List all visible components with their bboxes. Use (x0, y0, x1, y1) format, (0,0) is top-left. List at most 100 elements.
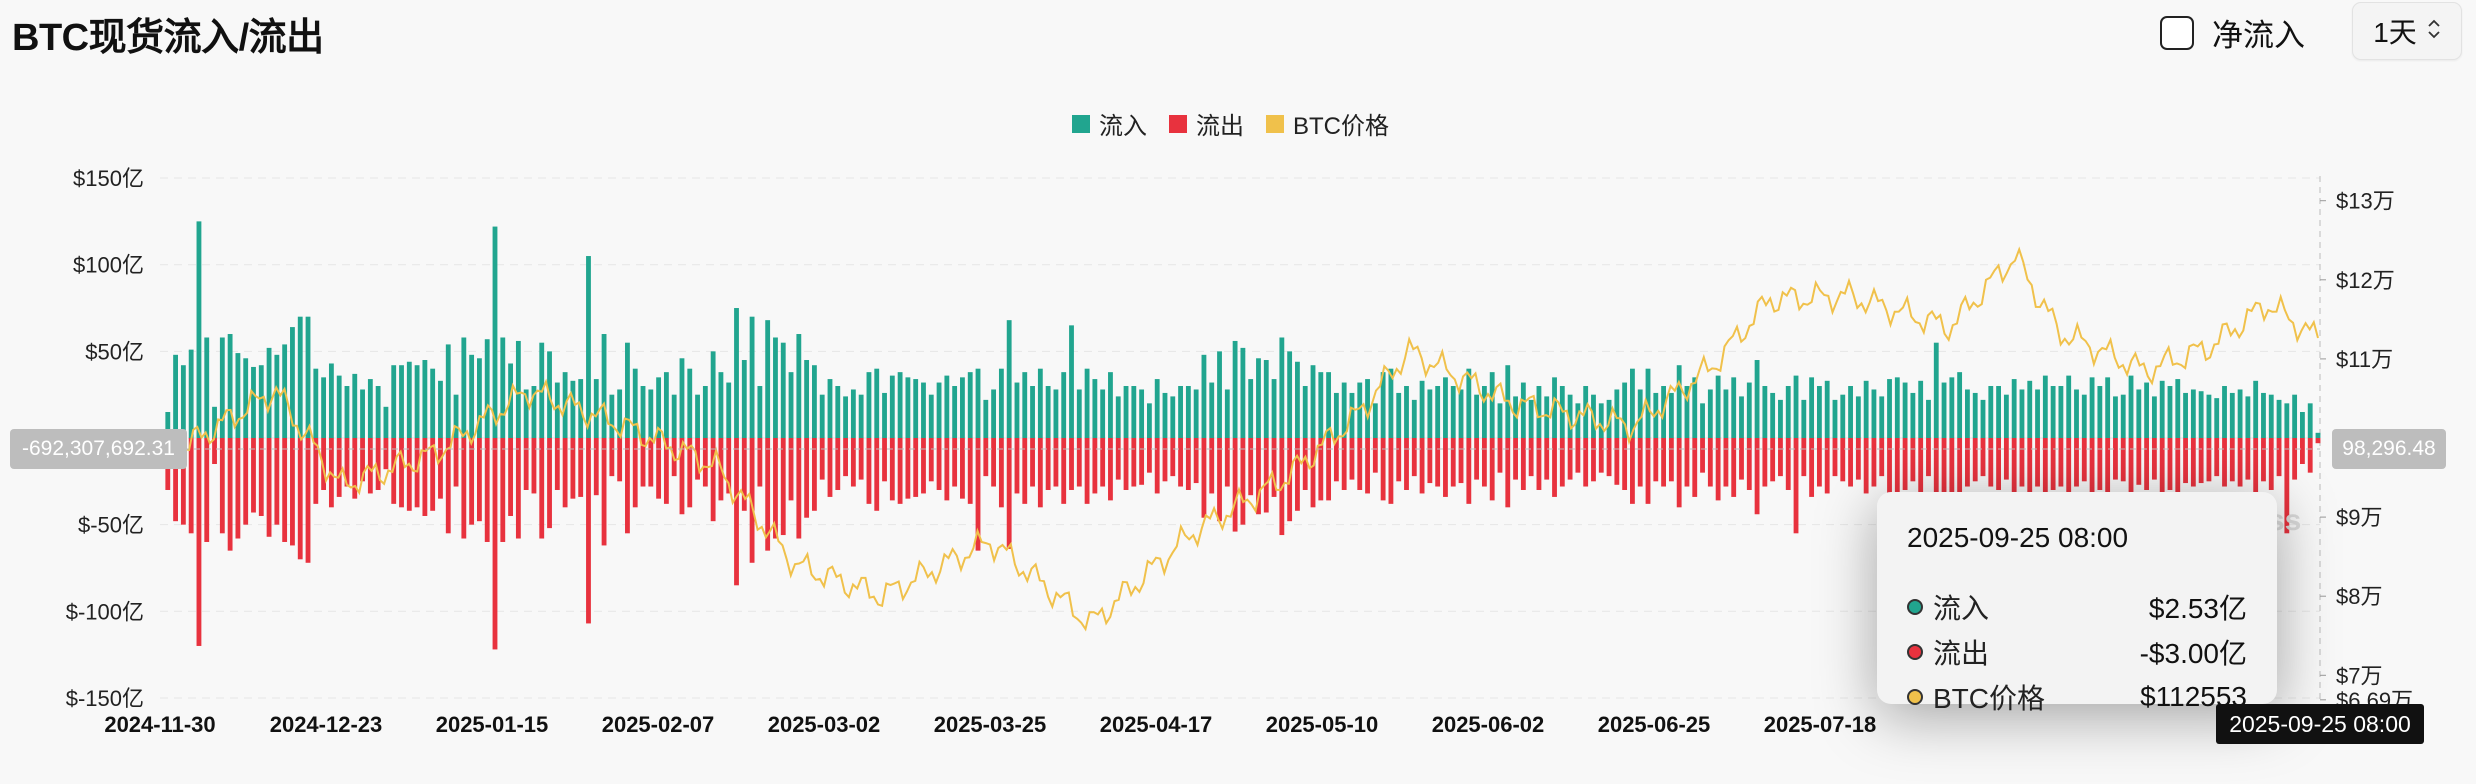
outflow-bar (2300, 438, 2305, 464)
outflow-bar (212, 438, 217, 464)
legend-item-inflow[interactable]: 流入 (1072, 106, 1147, 141)
net-flow-toggle[interactable]: 净流入 (2160, 10, 2305, 55)
legend-swatch-outflow (1169, 114, 1187, 133)
inflow-bar (2175, 379, 2181, 438)
inflow-bar (1014, 382, 1020, 438)
outflow-bar (251, 438, 256, 513)
outflow-bar (2261, 438, 2266, 482)
inflow-bar (1972, 392, 1978, 438)
outflow-bar (1318, 438, 1324, 501)
inflow-bar (375, 386, 381, 438)
outflow-bar (1528, 438, 1534, 477)
legend-item-outflow[interactable]: 流出 (1169, 106, 1244, 141)
y-left-tick-label: $150亿 (73, 166, 144, 191)
outflow-bar (570, 438, 576, 499)
outflow-bar (2237, 438, 2243, 487)
inflow-bar (1037, 368, 1043, 438)
inflow-bar (710, 351, 716, 438)
net-flow-checkbox[interactable] (2160, 15, 2194, 50)
outflow-bar (204, 438, 210, 542)
outflow-bar (282, 438, 288, 542)
inflow-bar (1684, 386, 1690, 438)
inflow-bar (726, 382, 732, 438)
y-right-tick-label: $12万 (2336, 268, 2395, 293)
inflow-bar (656, 377, 662, 438)
outflow-bar (1824, 438, 1830, 494)
outflow-bar (1918, 438, 1924, 494)
outflow-bar (1801, 438, 1807, 477)
inflow-bar (1302, 386, 1308, 438)
outflow-bar (313, 438, 319, 504)
x-tick-label: 2025-01-15 (436, 712, 549, 737)
inflow-bar (1427, 389, 1433, 438)
inflow-bar (1279, 337, 1285, 438)
outflow-bar (1536, 438, 1542, 490)
inflow-bar (1637, 389, 1643, 438)
outflow-bar (547, 438, 552, 529)
inflow-bar (251, 366, 256, 438)
outflow-bar (2120, 438, 2126, 482)
y-right-tick-label: $11万 (2336, 347, 2393, 372)
legend-item-price[interactable]: BTC价格 (1266, 106, 1389, 141)
inflow-bar (1926, 399, 1931, 438)
tooltip-row-inflow: 流入 $2.53亿 (1907, 584, 2247, 629)
inflow-bar (2003, 394, 2009, 438)
outflow-bar (2019, 438, 2025, 487)
outflow-bar (889, 438, 895, 501)
outflow-bar (2011, 438, 2017, 494)
outflow-bar (1474, 438, 1480, 480)
outflow-bar (196, 438, 202, 646)
outflow-bar (367, 438, 373, 494)
inflow-bar (1474, 394, 1480, 438)
outflow-bar (1232, 438, 1238, 532)
inflow-bar (897, 372, 903, 438)
inflow-bar (2190, 389, 2196, 438)
inflow-bar (188, 349, 194, 438)
inflow-bar (1100, 389, 1106, 438)
inflow-bar (235, 353, 241, 438)
outflow-bar (1435, 438, 1441, 487)
period-select[interactable]: 1天 (2352, 2, 2462, 60)
outflow-bar (508, 438, 513, 516)
inflow-bar (2198, 391, 2204, 438)
inflow-bar (570, 380, 576, 438)
inflow-bar (788, 372, 794, 438)
tooltip-dot-inflow (1907, 598, 1923, 615)
outflow-bar (321, 438, 327, 490)
tooltip-name-price: BTC价格 (1933, 682, 2046, 714)
inflow-bar (2315, 432, 2321, 438)
inflow-bar (1809, 377, 1815, 438)
inflow-bar (2128, 375, 2134, 438)
outflow-bar (1209, 438, 1215, 494)
outflow-bar (1988, 438, 1994, 487)
inflow-bar (1941, 382, 1947, 438)
y-left-tick-label: $50亿 (85, 339, 144, 364)
outflow-bar (2253, 438, 2259, 494)
inflow-bar (2066, 375, 2072, 438)
inflow-bar (1840, 394, 1846, 438)
y-left-tick-label: $100亿 (73, 253, 144, 278)
outflow-bar (749, 438, 755, 563)
outflow-bar (1489, 438, 1495, 501)
inflow-bar (1598, 403, 1604, 438)
inflow-bar (1006, 320, 1012, 438)
outflow-bar (1816, 438, 1822, 487)
chevron-updown-icon (2427, 18, 2441, 44)
inflow-bar (905, 377, 911, 438)
outflow-bar (1614, 438, 1620, 485)
outflow-bar (1513, 438, 1518, 480)
inflow-bar (2035, 389, 2040, 438)
outflow-bar (921, 438, 926, 494)
outflow-bar (492, 438, 498, 650)
inflow-bar (212, 406, 217, 438)
y-right-tick-label: $7万 (2336, 663, 2382, 688)
inflow-bar (1832, 399, 1838, 438)
outflow-bar (640, 438, 646, 487)
inflow-bar (2144, 382, 2150, 438)
inflow-bar (632, 368, 638, 438)
y-right-tick-label: $8万 (2336, 584, 2382, 609)
inflow-bar (1271, 379, 1277, 438)
chart-legend: 流入 流出 BTC价格 (1072, 106, 1389, 141)
outflow-bar (297, 438, 303, 560)
